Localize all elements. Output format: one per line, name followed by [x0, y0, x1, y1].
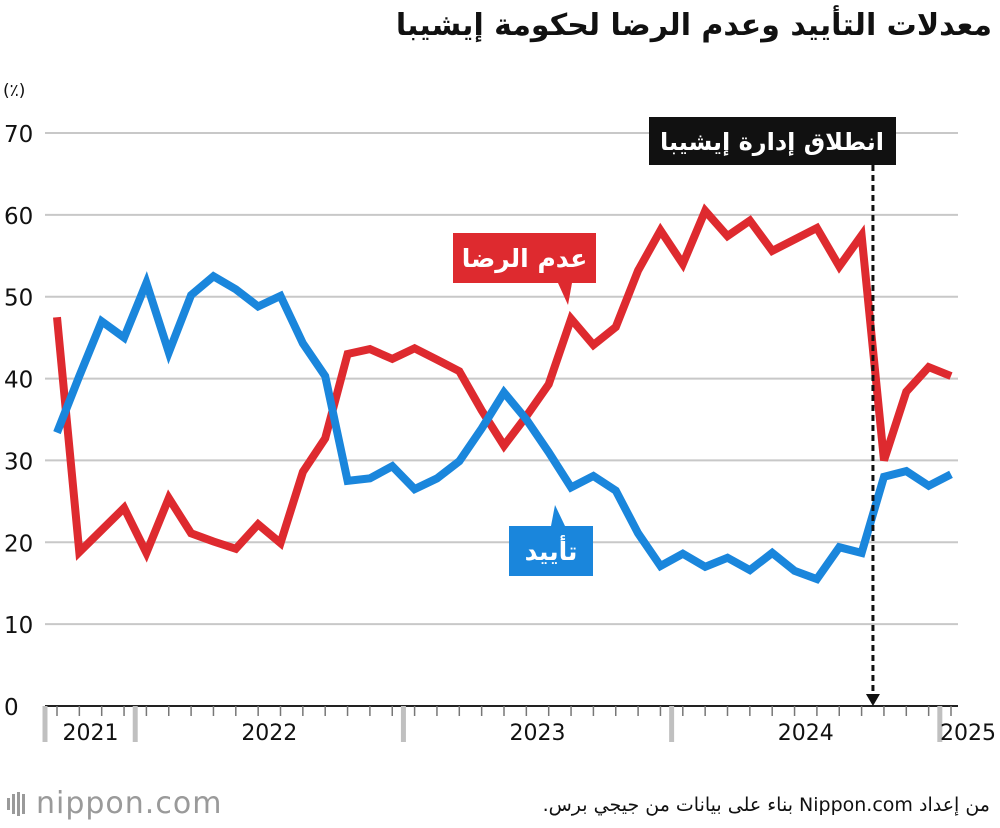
- approval-label-callout: تأييد: [509, 505, 593, 576]
- logo-bars-icon: [7, 792, 25, 816]
- chart-title: معدلات التأييد وعدم الرضا لحكومة إيشيبا: [395, 8, 992, 43]
- disapproval-line: [53, 203, 953, 563]
- y-unit-label: (٪): [3, 81, 25, 101]
- logo-text: nippon.com: [36, 786, 223, 821]
- approval-label-text: تأييد: [525, 535, 578, 566]
- disapproval-label-text: عدم الرضا: [462, 244, 588, 274]
- annotation-label-box: [649, 117, 896, 165]
- y-tick-label: 30: [4, 449, 33, 475]
- year-label: 2023: [510, 721, 566, 746]
- annotations: عدم الرضا تأييد انطلاق إدارة إيشيبا: [453, 117, 896, 706]
- gridlines: [45, 132, 958, 626]
- annotation-label-text: انطلاق إدارة إيشيبا: [660, 128, 884, 156]
- y-tick-label: 0: [4, 695, 19, 721]
- series-lines: [53, 203, 953, 584]
- year-label: 2025: [940, 721, 996, 746]
- annotation-arrowhead-icon: [865, 694, 880, 706]
- year-label: 2021: [63, 721, 119, 746]
- y-tick-label: 60: [4, 204, 33, 230]
- approval-label-pointer: [551, 505, 565, 526]
- nippon-logo: nippon.com: [6, 786, 222, 821]
- disapproval-label-pointer: [558, 283, 572, 305]
- disapproval-label-callout: عدم الرضا: [453, 233, 596, 305]
- disapproval-label-box: [453, 233, 596, 283]
- year-label: 2022: [241, 721, 297, 746]
- approval-label-box: [509, 526, 593, 576]
- y-tick-label: 70: [4, 122, 33, 148]
- y-tick-label: 20: [4, 531, 33, 557]
- y-tick-label: 10: [4, 613, 33, 639]
- approval-line: [53, 271, 953, 584]
- administration-start-annotation: انطلاق إدارة إيشيبا: [649, 117, 896, 706]
- source-credit: من إعداد Nippon.com بناء على بيانات من ج…: [542, 794, 990, 816]
- year-label: 2024: [778, 721, 834, 746]
- y-tick-label: 50: [4, 286, 33, 312]
- y-tick-label: 40: [4, 368, 33, 394]
- axes: 0 10 20 30 40 50 60 70 (٪) 2021 2022 2023 2024 2025: [3, 81, 996, 746]
